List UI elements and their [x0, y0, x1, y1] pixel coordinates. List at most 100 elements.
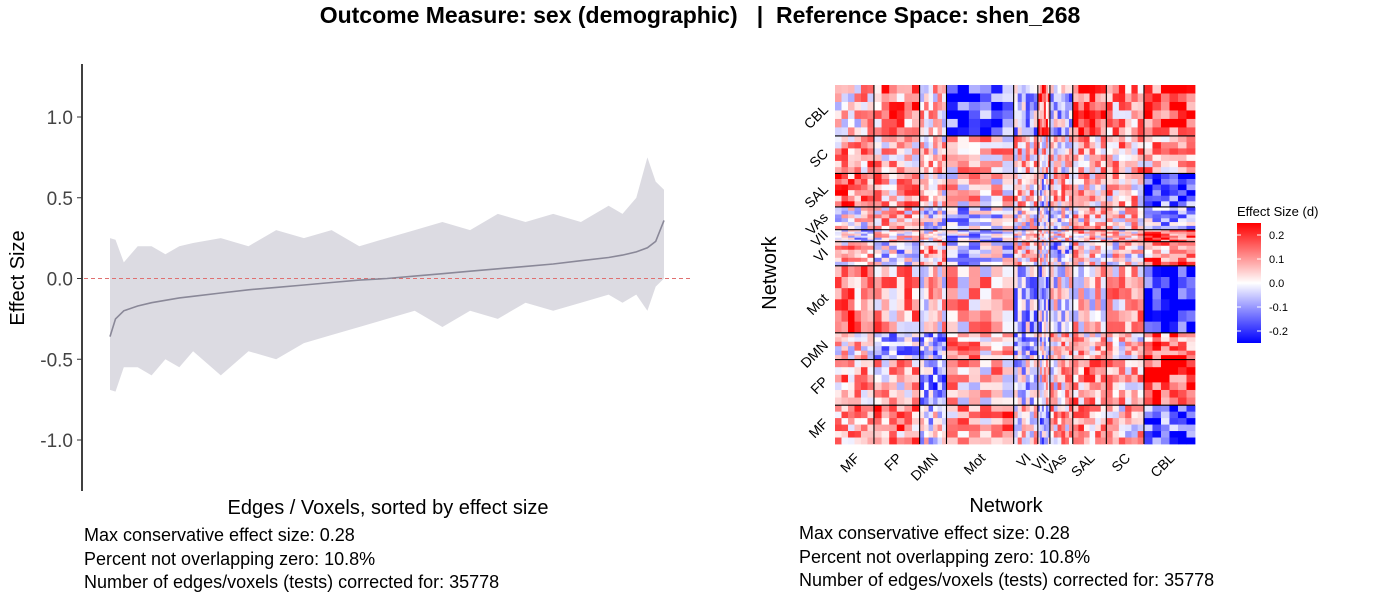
heatmap-cell [924, 374, 929, 383]
heatmap-cell [933, 178, 938, 185]
heatmap-cell [1061, 341, 1066, 347]
heatmap-cell [904, 405, 913, 413]
heatmap-cell [1002, 237, 1015, 241]
heatmap-cell [873, 178, 882, 185]
heatmap-cell [867, 431, 875, 438]
heatmap-cell [942, 257, 947, 263]
heatmap-cell [854, 341, 862, 347]
heatmap-cell [1083, 245, 1090, 251]
heatmap-cell [928, 299, 934, 311]
heatmap-cell [942, 239, 947, 243]
heatmap-cell [1089, 350, 1096, 356]
heatmap-cell [1033, 321, 1039, 334]
heatmap-cell [1049, 110, 1055, 120]
legend-title: Effect Size (d) [1237, 204, 1318, 219]
heatmap-cell [928, 148, 934, 156]
heatmap-cell [1131, 261, 1139, 267]
heatmap-cell [873, 237, 882, 241]
heatmap-cell [881, 135, 890, 143]
heatmap-cell [1021, 310, 1027, 323]
heatmap-cell [1013, 424, 1019, 432]
heatmap-cell [835, 241, 842, 247]
heatmap-cell [968, 148, 981, 156]
heatmap-cell [873, 148, 882, 156]
heatmap-cell [1131, 355, 1139, 361]
heatmap-cell [968, 277, 981, 289]
heatmap-cell [1041, 310, 1045, 323]
heatmap-cell [1072, 418, 1079, 425]
heatmap-cell [1089, 261, 1096, 267]
heatmap-cell [1041, 118, 1045, 128]
heatmap-cell [1029, 346, 1035, 352]
heatmap-cell [867, 160, 875, 168]
heatmap-cell [1078, 337, 1085, 343]
heatmap-cell [1057, 337, 1062, 343]
heatmap-cell [1095, 405, 1102, 413]
heatmap-cell [1049, 367, 1055, 376]
heatmap-cell [968, 424, 981, 432]
heatmap-cell [1065, 411, 1070, 419]
heatmap-cell [1177, 110, 1187, 120]
heatmap-cell [933, 160, 938, 168]
heatmap-cell [1037, 418, 1041, 425]
heatmap-cell [1095, 341, 1102, 347]
heatmap-cell [1053, 239, 1058, 243]
heatmap-cell [1131, 235, 1139, 239]
heatmap-cell [1089, 93, 1096, 103]
heatmap-cell [1152, 265, 1162, 278]
heatmap-cell [1072, 167, 1079, 174]
heatmap-cell [1083, 101, 1090, 111]
heatmap-cell [1169, 195, 1179, 202]
heatmap-cell [1083, 405, 1090, 413]
heatmap-cell [1152, 341, 1162, 347]
heatmap-cell [1039, 261, 1043, 267]
heatmap-cell [1039, 101, 1043, 111]
heatmap-cell [1043, 160, 1047, 168]
heatmap-cell [1041, 405, 1045, 413]
heatmap-cell [1177, 424, 1187, 432]
heatmap-cell [860, 93, 868, 103]
heatmap-cell [881, 431, 890, 438]
heatmap-cell [1053, 167, 1058, 174]
heatmap-cell [1100, 173, 1107, 180]
heatmap-cell [957, 85, 970, 94]
heatmap-cell [860, 437, 868, 445]
heatmap-cell [980, 299, 992, 311]
heatmap-cell [1143, 359, 1153, 368]
heatmap-cell [1072, 239, 1079, 243]
heatmap-cell [928, 154, 934, 162]
heatmap-cell [1083, 85, 1090, 94]
heatmap-cell [847, 206, 855, 212]
heatmap-cell [1037, 184, 1041, 191]
right-stat-tests-corrected: Number of edges/voxels (tests) corrected… [799, 570, 1215, 590]
heatmap-cell [841, 231, 849, 235]
heatmap-cell [1047, 245, 1051, 251]
heatmap-cell [1072, 241, 1079, 247]
heatmap-cell [867, 118, 875, 128]
heatmap-cell [1065, 206, 1070, 212]
heatmap-cell [1049, 359, 1055, 368]
heatmap-cell [937, 142, 943, 149]
heatmap-cell [968, 154, 981, 162]
heatmap-cell [1100, 110, 1107, 120]
heatmap-cell [933, 355, 938, 361]
heatmap-cell [1078, 411, 1085, 419]
heatmap-cell [1095, 231, 1102, 235]
heatmap-cell [933, 359, 938, 368]
heatmap-cell [1131, 85, 1139, 94]
heatmap-cell [1137, 85, 1145, 94]
heatmap-cell [1017, 218, 1023, 223]
heatmap-cell [854, 424, 862, 432]
heatmap-cell [1025, 195, 1031, 202]
heatmap-cell [1131, 253, 1139, 259]
heatmap-cell [1160, 245, 1170, 251]
heatmap-cell [881, 367, 890, 376]
heatmap-cell [1047, 437, 1051, 445]
heatmap-cell [841, 233, 849, 237]
heatmap-cell [1029, 178, 1035, 185]
heatmap-cell [1037, 135, 1041, 143]
heatmap-cell [1017, 359, 1023, 368]
heatmap-cell [1160, 110, 1170, 120]
heatmap-cell [1047, 195, 1051, 202]
heatmap-cell [1125, 110, 1132, 120]
